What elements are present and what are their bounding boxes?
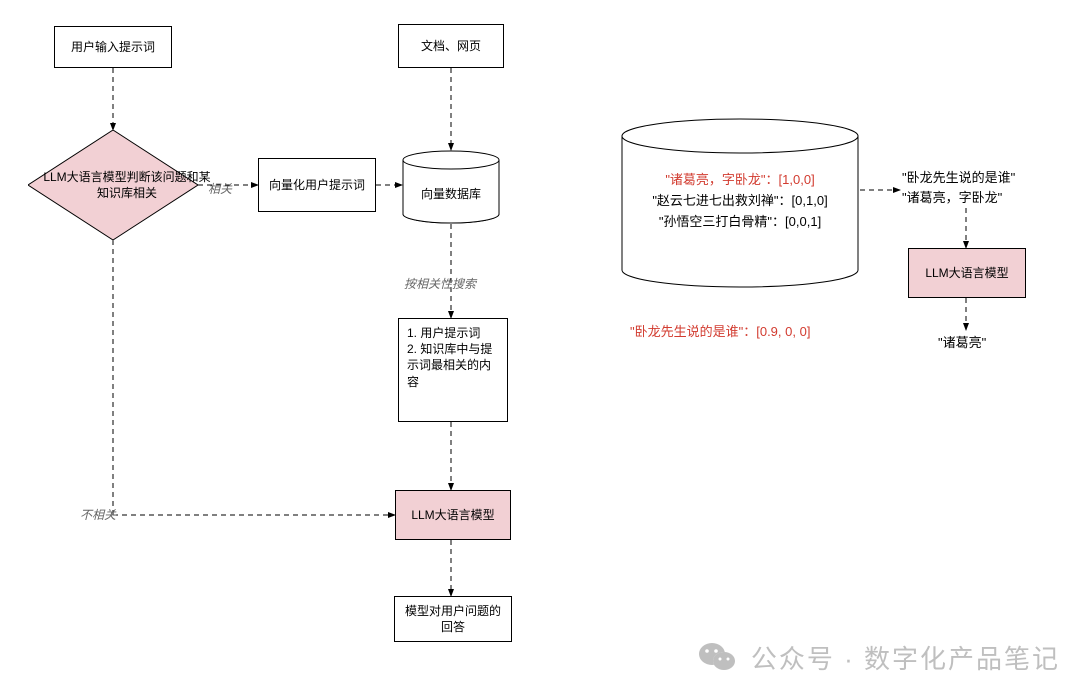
retrieved-line: "诸葛亮，字卧龙" xyxy=(902,188,1015,208)
node-label: 1. 用户提示词 2. 知识库中与提示词最相关的内容 xyxy=(407,325,499,390)
node-label: LLM大语言模型判断该问题和某知识库相关 xyxy=(42,169,212,201)
edges-layer xyxy=(0,0,1080,695)
text-final-answer: "诸葛亮" xyxy=(938,334,986,352)
edge-label-relevant: 相关 xyxy=(208,180,232,197)
node-label: 模型对用户问题的回答 xyxy=(401,603,505,635)
edge-label-search: 按相关性搜索 xyxy=(404,275,476,292)
watermark-text: 公众号 · 数字化产品笔记 xyxy=(751,639,1060,676)
node-decision: LLM大语言模型判断该问题和某知识库相关 xyxy=(28,130,198,240)
node-label: 文档、网页 xyxy=(421,38,481,54)
node-llm-model-2: LLM大语言模型 xyxy=(908,248,1026,298)
diagram-canvas: 用户输入提示词 LLM大语言模型判断该问题和某知识库相关 相关 向量化用户提示词… xyxy=(0,0,1080,695)
db-line: "诸葛亮，字卧龙"：[1,0,0] xyxy=(665,170,814,191)
text-query-vector: "卧龙先生说的是谁"：[0.9, 0, 0] xyxy=(630,323,810,341)
db-content-lines: "诸葛亮，字卧龙"：[1,0,0]"赵云七进七出救刘禅"：[0,1,0]"孙悟空… xyxy=(620,170,860,232)
node-documents: 文档、网页 xyxy=(398,24,504,68)
wechat-icon xyxy=(697,637,737,677)
node-model-answer: 模型对用户问题的回答 xyxy=(394,596,512,642)
text-retrieved-context: "卧龙先生说的是谁""诸葛亮，字卧龙" xyxy=(902,168,1015,207)
watermark: 公众号 · 数字化产品笔记 xyxy=(697,637,1060,677)
db-line: "赵云七进七出救刘禅"：[0,1,0] xyxy=(652,191,827,212)
node-llm-model: LLM大语言模型 xyxy=(395,490,511,540)
retrieved-line: "卧龙先生说的是谁" xyxy=(902,168,1015,188)
db-line: "孙悟空三打白骨精"：[0,0,1] xyxy=(659,212,821,233)
node-label: 用户输入提示词 xyxy=(71,39,155,55)
node-vector-db-example: "诸葛亮，字卧龙"：[1,0,0]"赵云七进七出救刘禅"：[0,1,0]"孙悟空… xyxy=(620,118,860,288)
node-user-input: 用户输入提示词 xyxy=(54,26,172,68)
node-vectorize-prompt: 向量化用户提示词 xyxy=(258,158,376,212)
node-vector-database: 向量数据库 xyxy=(402,150,500,224)
node-label: LLM大语言模型 xyxy=(925,265,1008,281)
node-prompt-and-context: 1. 用户提示词 2. 知识库中与提示词最相关的内容 xyxy=(398,318,508,422)
node-label: LLM大语言模型 xyxy=(411,507,494,523)
edge-label-irrelevant: 不相关 xyxy=(80,506,116,523)
node-label: 向量数据库 xyxy=(421,186,481,203)
node-label: 向量化用户提示词 xyxy=(261,177,373,193)
